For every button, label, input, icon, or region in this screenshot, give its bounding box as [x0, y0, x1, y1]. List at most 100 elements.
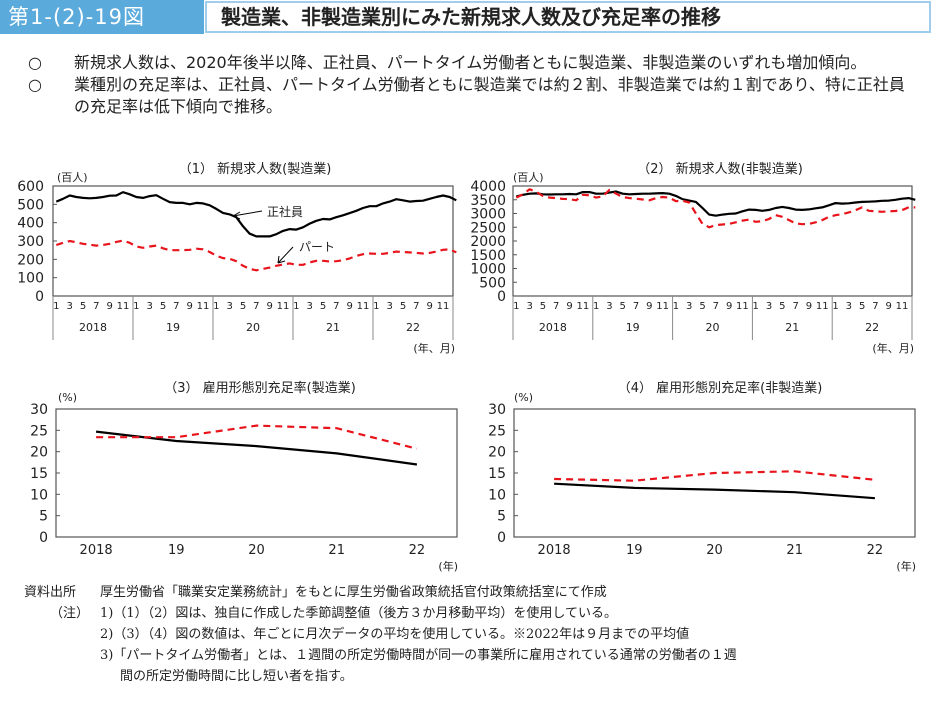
plot-frame — [55, 408, 458, 538]
x-tick-label: 22 — [867, 543, 884, 558]
year-label: 20 — [246, 321, 260, 334]
month-tick-label: 5 — [779, 301, 785, 312]
month-tick-label: 3 — [846, 301, 852, 312]
month-tick-label: 3 — [146, 301, 152, 312]
month-tick-label: 5 — [699, 301, 705, 312]
chart-title: （4） 雇用形態別充足率(非製造業) — [618, 380, 823, 396]
source-text: 厚生労働省「職業安定業務統計」をもとに厚生労働省政策統括官付政策統括室にて作成 — [100, 585, 607, 600]
y-tick-label: 25 — [30, 423, 48, 439]
series-line-fulltime — [95, 430, 418, 466]
month-tick-label: 7 — [872, 301, 878, 312]
chart-fill-rate-non-manufacturing: （4） 雇用形態別充足率(非製造業) (%) 0 5 10 15 20 25 30 2018 19 2… — [488, 380, 916, 573]
y-axis-unit: (百人) — [513, 171, 544, 184]
figure-title: 製造業、非製造業別にみた新規求人数及び充足率の推移 — [205, 1, 931, 33]
month-tick-label: 3 — [306, 301, 312, 312]
arrow-head-icon — [277, 255, 286, 264]
y-axis-unit: (百人) — [57, 171, 88, 184]
x-axis-unit: (年、月) — [413, 341, 455, 355]
figure-header: 第1-(2)-19図 製造業、非製造業別にみた新規求人数及び充足率の推移 — [0, 0, 933, 34]
month-tick-label: 11 — [277, 301, 290, 312]
year-label: 19 — [626, 321, 640, 334]
summary: ○ 新規求人数は、2020年後半以降、正社員、パートタイム労働者ともに製造業、非製… — [28, 52, 918, 118]
month-tick-label: 9 — [266, 301, 272, 312]
month-tick-label: 1 — [513, 301, 519, 312]
x-tick-label: 19 — [626, 543, 643, 558]
y-tick-label: 10 — [30, 487, 48, 503]
month-tick-label: 3 — [226, 301, 232, 312]
year-label: 19 — [166, 321, 180, 334]
note-item: 2)（3）（4）図の数値は、年ごとに月次データの平均を使用している。※2022年… — [100, 627, 690, 642]
summary-text: 業種別の充足率は、正社員、パートタイム労働者ともに製造業では約２割、非製造業では… — [74, 75, 905, 116]
x-axis-unit: (年) — [438, 559, 458, 573]
x-tick-label: 19 — [168, 543, 185, 558]
annotation-label-fulltime: 正社員 — [267, 204, 303, 219]
source-label: 資料出所 — [24, 585, 77, 600]
month-tick-label: 7 — [173, 301, 179, 312]
month-tick-label: 5 — [160, 301, 166, 312]
x-tick-label: 20 — [248, 543, 265, 558]
month-tick-label: 5 — [80, 301, 86, 312]
month-tick-label: 9 — [106, 301, 112, 312]
plot-frame — [52, 185, 454, 297]
x-tick-label: 21 — [786, 543, 803, 558]
month-tick-label: 1 — [593, 301, 599, 312]
x-tick-label: 21 — [328, 543, 345, 558]
chart-new-openings-non-manufacturing: （2） 新規求人数(非製造業)(百人)050010001500200025003… — [470, 161, 916, 355]
y-tick-label: 200 — [17, 252, 44, 268]
series-line-fulltime — [55, 191, 457, 238]
plot-frame — [513, 408, 916, 538]
y-tick-label: 30 — [30, 402, 48, 418]
figure-number: 第1-(2)-19図 — [0, 0, 204, 34]
month-tick-label: 3 — [526, 301, 532, 312]
y-tick-label: 0 — [35, 289, 44, 305]
y-tick-label: 20 — [30, 445, 48, 461]
x-tick-label: 2018 — [538, 543, 571, 558]
month-tick-label: 7 — [253, 301, 259, 312]
year-label: 21 — [326, 321, 340, 334]
month-tick-label: 9 — [346, 301, 352, 312]
month-tick-label: 9 — [566, 301, 572, 312]
chart-title: （2） 新規求人数(非製造業) — [637, 161, 803, 177]
y-tick-label: 0 — [39, 530, 48, 546]
y-tick-label: 15 — [488, 466, 506, 482]
month-tick-label: 11 — [896, 301, 909, 312]
month-tick-label: 9 — [726, 301, 732, 312]
y-tick-label: 500 — [17, 197, 44, 213]
note-item: 3)「パートタイム労働者」とは、１週間の所定労働時間が同一の事業所に雇用されてい… — [100, 648, 737, 663]
y-tick-label: 2000 — [470, 234, 506, 250]
month-tick-label: 9 — [426, 301, 432, 312]
y-tick-label: 20 — [488, 445, 506, 461]
y-tick-label: 0 — [497, 289, 506, 305]
month-tick-label: 5 — [540, 301, 546, 312]
series-line-fulltime — [516, 190, 916, 217]
summary-item: ○ 業種別の充足率は、正社員、パートタイム労働者ともに製造業では約２割、非製造業で… — [28, 74, 918, 118]
chart-title: （3） 雇用形態別充足率(製造業) — [164, 380, 356, 396]
plot-frame — [512, 185, 913, 297]
x-tick-label: 20 — [706, 543, 723, 558]
month-tick-label: 5 — [320, 301, 326, 312]
notes: 資料出所 厚生労働省「職業安定業務統計」をもとに厚生労働省政策統括官付政策統括室に… — [24, 582, 737, 687]
month-tick-label: 11 — [656, 301, 669, 312]
y-tick-label: 600 — [17, 179, 44, 195]
month-tick-label: 11 — [816, 301, 829, 312]
note-label: （注） — [50, 606, 90, 621]
y-tick-label: 30 — [488, 402, 506, 418]
month-tick-label: 9 — [886, 301, 892, 312]
y-tick-label: 1000 — [470, 262, 506, 278]
bullet-icon: ○ — [28, 53, 42, 72]
bullet-icon: ○ — [28, 75, 42, 94]
month-tick-label: 11 — [437, 301, 450, 312]
x-tick-label: 2018 — [80, 543, 113, 558]
y-tick-label: 3000 — [470, 207, 506, 223]
series-line-parttime — [554, 470, 876, 482]
month-tick-label: 5 — [620, 301, 626, 312]
y-tick-label: 100 — [17, 271, 44, 287]
month-tick-label: 7 — [553, 301, 559, 312]
month-tick-label: 3 — [686, 301, 692, 312]
x-axis-unit: (年) — [896, 559, 916, 573]
month-tick-label: 5 — [400, 301, 406, 312]
year-label: 2018 — [79, 321, 107, 334]
x-axis-unit: (年、月) — [872, 341, 914, 355]
arrow-head-icon — [232, 211, 241, 220]
month-tick-label: 1 — [673, 301, 679, 312]
